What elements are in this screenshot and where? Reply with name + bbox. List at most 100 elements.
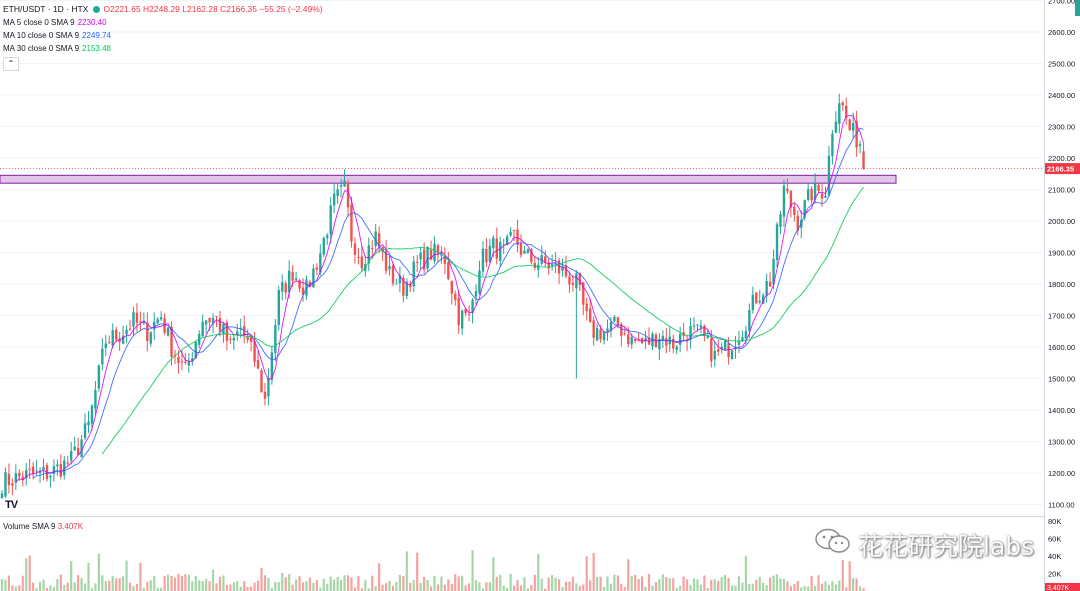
candle-body: [291, 271, 294, 281]
volume-bar: [353, 587, 357, 591]
volume-bar: [115, 578, 118, 591]
candle-body: [474, 291, 478, 297]
candle-body: [66, 462, 69, 464]
volume-bar: [685, 579, 689, 591]
volume-bar: [526, 588, 530, 591]
volume-bar: [384, 583, 388, 591]
candle-body: [796, 215, 799, 231]
volume-bar: [360, 588, 363, 591]
candle-body: [578, 272, 582, 285]
price-tick-label: 2600.00: [1048, 28, 1075, 37]
volume-bar: [609, 583, 613, 591]
volume-bar: [634, 574, 637, 591]
volume-bar: [315, 580, 318, 591]
ma5-row[interactable]: MA 5 close 0 SMA 9 2230.40: [3, 16, 326, 29]
volume-bar: [367, 588, 370, 591]
chart-legend: ETH/USDT · 1D · HTX O2221.65 H2248.29 L21…: [3, 3, 326, 55]
candle-body: [699, 325, 703, 328]
volume-bar: [128, 582, 132, 591]
candle-body: [571, 282, 575, 286]
candle-body: [21, 476, 24, 480]
volume-bar: [284, 577, 287, 591]
ma30-row[interactable]: MA 30 close 0 SMA 9 2153.48: [3, 42, 326, 55]
volume-bar: [336, 576, 339, 591]
candle-body: [353, 243, 357, 255]
volume-bar: [409, 582, 412, 591]
price-tick-label: 1700.00: [1048, 312, 1075, 321]
volume-bar: [194, 575, 197, 591]
tradingview-logo[interactable]: TV: [5, 499, 18, 511]
volume-bar: [11, 585, 14, 591]
volume-axis[interactable]: 80K 60K 40K 20K 3.407K: [1045, 517, 1080, 591]
candle-body: [346, 183, 350, 208]
candle-body: [758, 300, 761, 303]
candle-body: [377, 233, 381, 247]
volume-bar: [775, 574, 779, 591]
volume-bar: [820, 583, 824, 591]
ma10-row[interactable]: MA 10 close 0 SMA 9 2249.74: [3, 29, 326, 42]
last-price-label: 2166.35: [1047, 165, 1074, 174]
volume-bar: [419, 582, 422, 591]
volume-label: Volume SMA 9: [3, 522, 56, 531]
candle-body: [557, 260, 561, 274]
candle-body: [332, 193, 336, 206]
volume-bar: [322, 578, 325, 591]
support-zone[interactable]: [0, 174, 897, 184]
volume-bar: [474, 580, 478, 591]
candle-body: [87, 421, 90, 426]
volume-bar: [613, 574, 616, 591]
price-tick-label: 1100.00: [1048, 501, 1075, 510]
symbol-title[interactable]: ETH/USDT · 1D · HTX: [3, 4, 89, 14]
volume-bar: [32, 582, 35, 591]
candle-body: [83, 423, 87, 439]
volume-legend[interactable]: Volume SMA 9 3.407K: [3, 522, 83, 531]
volume-bar: [270, 587, 273, 591]
candle-body: [627, 334, 630, 345]
candle-body: [713, 350, 716, 360]
volume-bar: [56, 579, 59, 591]
volume-bar: [575, 583, 578, 591]
volume-bar: [457, 576, 460, 591]
volume-bar: [339, 579, 343, 591]
volume-bar: [381, 584, 384, 591]
volume-bar: [665, 577, 668, 591]
candle-body: [73, 446, 76, 450]
volume-bar: [654, 582, 658, 591]
volume-bar: [734, 585, 737, 591]
candle-body: [104, 343, 107, 349]
price-axis[interactable]: 2700.00 2600.00 2500.00 2400.00 2300.00 2200.…: [1044, 0, 1080, 591]
volume-bar: [620, 583, 623, 591]
volume-bar: [692, 578, 696, 591]
candle-body: [38, 471, 42, 474]
candle-body: [225, 322, 229, 341]
candle-body: [305, 279, 308, 296]
volume-bar: [440, 576, 443, 591]
volume-tick-label: 60K: [1048, 535, 1061, 544]
volume-bar: [713, 579, 716, 591]
candle-body: [550, 263, 554, 266]
volume-bar: [295, 579, 298, 591]
candle-body: [315, 267, 319, 270]
volume-bar: [689, 584, 692, 591]
candle-body: [0, 493, 4, 499]
candle-body: [789, 190, 793, 208]
candle-body: [447, 262, 450, 280]
volume-bar: [530, 585, 533, 591]
volume-bar: [551, 575, 554, 591]
volume-bar: [589, 580, 592, 591]
volume-last-tag: [1045, 583, 1080, 591]
collapse-legend-button[interactable]: ⌃: [3, 57, 19, 71]
volume-bar: [21, 575, 24, 591]
volume-bar: [495, 576, 498, 591]
candle-body: [187, 361, 191, 366]
volume-bar: [803, 585, 806, 591]
ma5-value: 2230.40: [77, 18, 107, 27]
volume-bar: [585, 556, 588, 591]
candle-body: [478, 270, 481, 294]
volume-bar: [153, 576, 156, 591]
volume-bar: [499, 574, 502, 591]
volume-bar: [125, 560, 128, 591]
volume-bar: [423, 576, 426, 591]
candle-body: [779, 214, 782, 227]
